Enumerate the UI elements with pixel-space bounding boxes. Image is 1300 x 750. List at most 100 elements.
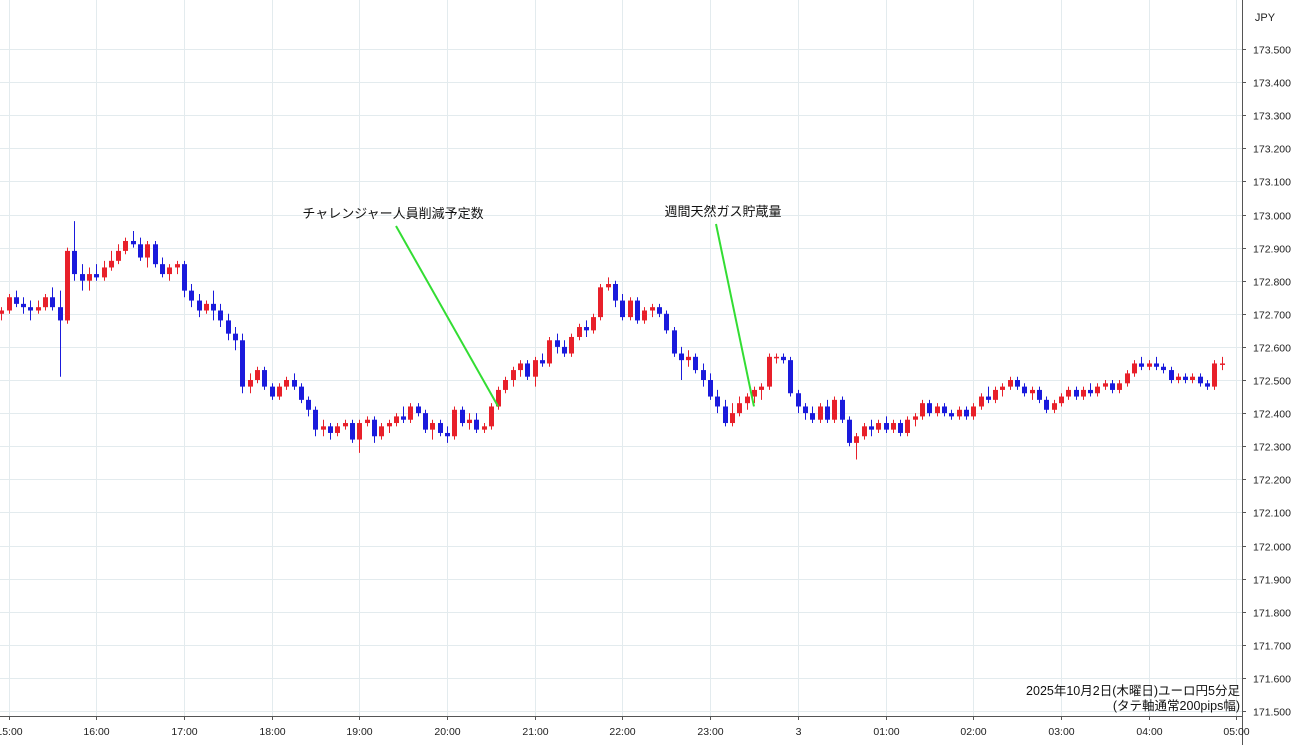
y-tick-label: 173.400 [1253, 78, 1291, 90]
candle-body [1205, 383, 1210, 387]
candle-body [21, 303, 26, 308]
candle-body [1059, 396, 1064, 404]
candle-body [372, 419, 377, 437]
candle-body [1088, 389, 1093, 394]
candle-body [489, 406, 494, 427]
candle-body [1161, 366, 1166, 371]
candle-body [767, 356, 772, 387]
candle-body [905, 419, 910, 433]
y-tick-label: 172.700 [1253, 310, 1291, 322]
candle-body [284, 380, 289, 387]
candle-body [1022, 386, 1027, 394]
x-tick-label: 20:00 [434, 726, 460, 738]
candle-body [160, 264, 165, 275]
candle-body [569, 336, 574, 354]
y-tick-label: 172.100 [1253, 508, 1291, 520]
candle-body [401, 416, 406, 420]
candle-body [686, 356, 691, 361]
candle-body [438, 423, 443, 433]
candle-body [591, 317, 596, 331]
candle-body [1110, 383, 1115, 390]
candles-layer [0, 221, 1225, 460]
candle-body [1095, 386, 1100, 394]
candle-body [365, 419, 370, 424]
candle-body [357, 423, 362, 440]
candle-body [1125, 373, 1130, 384]
candle-body [1052, 403, 1057, 410]
candle-body [1198, 376, 1203, 384]
candle-body [328, 426, 333, 433]
x-tick-label: 05:00 [1223, 726, 1249, 738]
candle-body [1117, 383, 1122, 390]
candle-body [350, 423, 355, 440]
annotations-layer: チャレンジャー人員削減予定数 週間天然ガス貯蔵量 [302, 204, 782, 407]
candle-body [72, 250, 77, 275]
candle-body [598, 287, 603, 318]
candle-body [211, 303, 216, 311]
candle-body [255, 370, 260, 380]
x-tick-label: 16:00 [83, 726, 109, 738]
candle-body [182, 264, 187, 291]
candle-body [87, 274, 92, 281]
candle-body [116, 250, 121, 261]
candle-body [248, 380, 253, 387]
candle-body [810, 413, 815, 420]
candle-body [1030, 389, 1035, 394]
candle-body [737, 403, 742, 414]
candle-body [876, 423, 881, 430]
candle-body [693, 356, 698, 371]
candle-body [7, 297, 12, 311]
candle-body [752, 389, 757, 397]
candle-body [262, 370, 267, 387]
y-tick-label: 171.600 [1253, 674, 1291, 686]
candle-body [1190, 376, 1195, 380]
candle-body [36, 307, 41, 311]
candle-body [555, 340, 560, 347]
candle-body [620, 300, 625, 318]
candle-body [935, 406, 940, 414]
annotation-line-challenger [395, 225, 500, 407]
x-tick-label: 04:00 [1136, 726, 1162, 738]
candle-body [927, 403, 932, 414]
y-tick-label: 172.600 [1253, 343, 1291, 355]
y-tick-label: 172.400 [1253, 409, 1291, 421]
candle-body [1074, 389, 1079, 397]
candle-body [14, 297, 19, 304]
candle-body [518, 363, 523, 371]
y-tick-label: 172.800 [1253, 277, 1291, 289]
candle-body [153, 244, 158, 265]
candle-body [80, 274, 85, 281]
candle-body [123, 240, 128, 251]
candle-body [774, 356, 779, 359]
candle-body [102, 267, 107, 278]
candle-body [1081, 389, 1086, 397]
candle-body [547, 340, 552, 364]
chart-caption: 2025年10月2日(木曜日)ユーロ円5分足 [1026, 684, 1240, 698]
candle-body [796, 393, 801, 407]
x-tick-label: 15:00 [0, 726, 23, 738]
candle-body [226, 320, 231, 334]
candle-body [854, 436, 859, 443]
candle-body [0, 310, 4, 314]
candle-body [708, 380, 713, 397]
candle-body [511, 370, 516, 380]
x-tick-label: 22:00 [609, 726, 635, 738]
candle-body [138, 244, 143, 258]
candle-body [335, 426, 340, 433]
candle-body [628, 300, 633, 318]
candle-body [94, 274, 99, 278]
candle-body [503, 380, 508, 390]
x-tick-label: 21:00 [522, 726, 548, 738]
y-tick-label: 173.100 [1253, 177, 1291, 189]
candle-body [50, 297, 55, 308]
candle-body [745, 396, 750, 404]
candle-body [957, 409, 962, 417]
candle-body [832, 399, 837, 420]
x-tick-label: 03:00 [1048, 726, 1074, 738]
candle-body [233, 333, 238, 341]
candle-body [1169, 370, 1174, 380]
candle-body [986, 396, 991, 400]
x-tick-label: 19:00 [346, 726, 372, 738]
candle-body [664, 313, 669, 331]
candle-body [788, 360, 793, 394]
